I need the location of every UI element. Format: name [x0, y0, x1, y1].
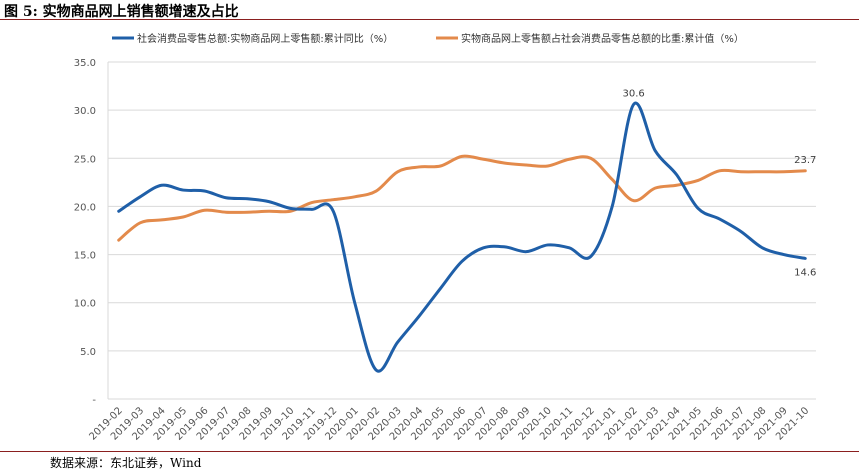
data-labels: 30.6 14.6 23.7	[623, 88, 817, 278]
y-axis: - 5.0 10.0 15.0 20.0 25.0 30.0 35.0	[74, 58, 97, 406]
data-label: 14.6	[794, 267, 816, 278]
y-tick-label: 20.0	[74, 202, 96, 213]
data-source-note: 数据来源：东北证券，Wind	[50, 456, 202, 470]
y-tick-label: 10.0	[74, 299, 96, 310]
footer-divider	[0, 451, 859, 452]
legend-label-1: 社会消费品零售总额:实物商品网上零售额:累计同比（%）	[137, 32, 393, 45]
chart-legend: 社会消费品零售总额:实物商品网上零售额:累计同比（%） 实物商品网上零售额占社会消…	[112, 32, 744, 45]
line-chart: 社会消费品零售总额:实物商品网上零售额:累计同比（%） 实物商品网上零售额占社会消…	[74, 32, 817, 443]
data-label: 30.6	[623, 88, 645, 99]
y-tick-label: 15.0	[74, 251, 96, 262]
series-line-1	[117, 101, 807, 373]
legend-label-2: 实物商品网上零售额占社会消费品零售总额的比重:累计值（%）	[461, 32, 744, 45]
data-label: 23.7	[794, 155, 816, 166]
series-line-2	[117, 154, 807, 242]
chart-series	[117, 101, 807, 373]
chart-gridlines	[107, 61, 816, 400]
y-tick-label: 35.0	[74, 58, 96, 69]
title-divider	[0, 19, 859, 20]
y-tick-label: -	[92, 395, 96, 406]
y-tick-label: 25.0	[74, 154, 96, 165]
figure-title: 图 5: 实物商品网上销售额增速及占比	[4, 4, 239, 20]
y-tick-label: 5.0	[80, 347, 96, 358]
y-tick-label: 30.0	[74, 106, 96, 117]
x-axis: 2019-022019-032019-042019-052019-062019-…	[88, 405, 812, 442]
